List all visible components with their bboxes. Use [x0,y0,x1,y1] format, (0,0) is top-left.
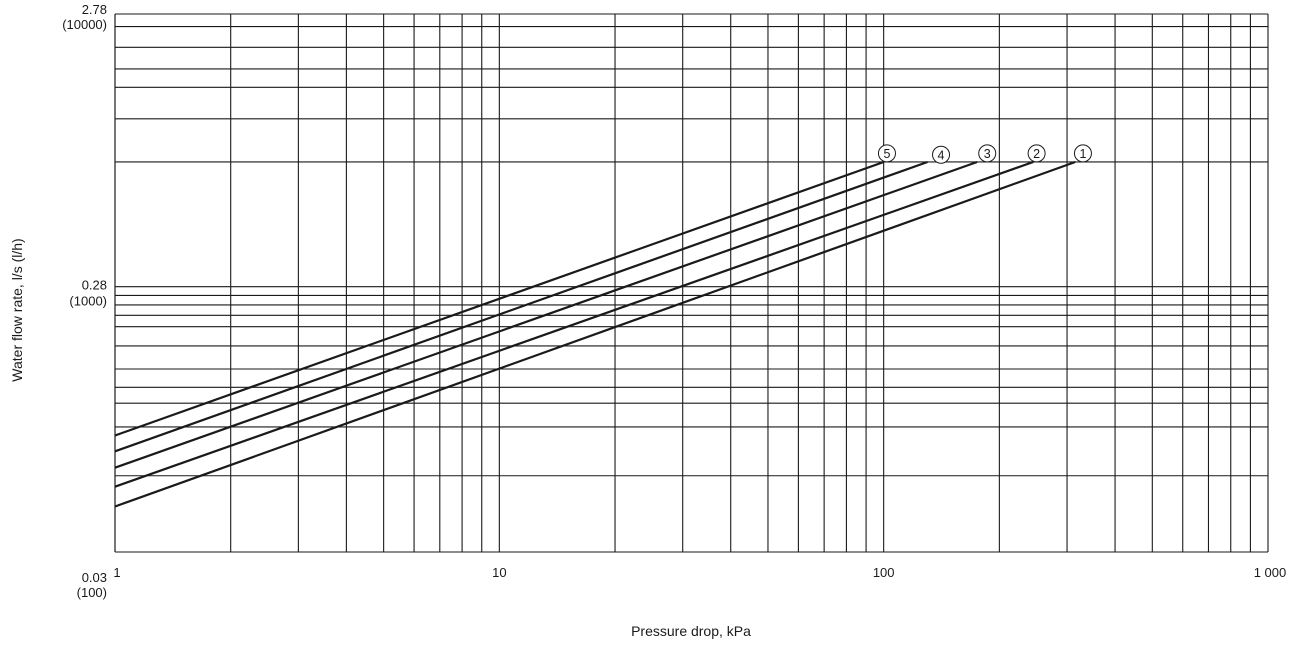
series-labels: 1 2 3 4 5 [877,144,1092,164]
series-label-1: 1 [1079,147,1086,161]
series-line-1 [114,160,1076,508]
series-label-3: 3 [984,147,991,161]
series-lines [114,160,1076,508]
y-tick-label: 2.78 [82,2,107,17]
series-line-5 [114,160,885,437]
y-tick-sublabel: (100) [77,585,107,600]
series-label-4: 4 [938,148,945,162]
series-label-ring-3 [978,144,997,163]
y-tick-sublabel: (10000) [62,17,107,32]
x-tick-label: 100 [873,565,895,580]
series-label-ring-2 [1027,144,1046,163]
series-label-2: 2 [1033,147,1040,161]
series-line-3 [114,160,978,469]
y-tick-label: 0.28 [82,278,107,293]
y-tick-label: 0.03 [82,570,107,585]
y-tick-sublabel: (1000) [69,294,107,309]
x-tick-label: 10 [492,565,506,580]
x-axis-title: Pressure drop, kPa [631,623,751,639]
series-line-2 [114,160,1034,488]
y-axis-title: Water flow rate, l/s (l/h) [9,238,25,381]
series-label-ring-1 [1073,144,1092,163]
grid-lines [114,13,1269,553]
series-label-5: 5 [883,147,890,161]
series-label-ring-5 [877,144,896,163]
series-label-ring-4 [932,145,951,164]
x-tick-label: 1 000 [1254,565,1287,580]
x-tick-label: 1 [113,565,120,580]
series-line-4 [114,160,928,453]
tick-labels: 1 10 100 1 000 2.78(10000) 0.28(1000) 0.03(100… [62,2,1286,600]
